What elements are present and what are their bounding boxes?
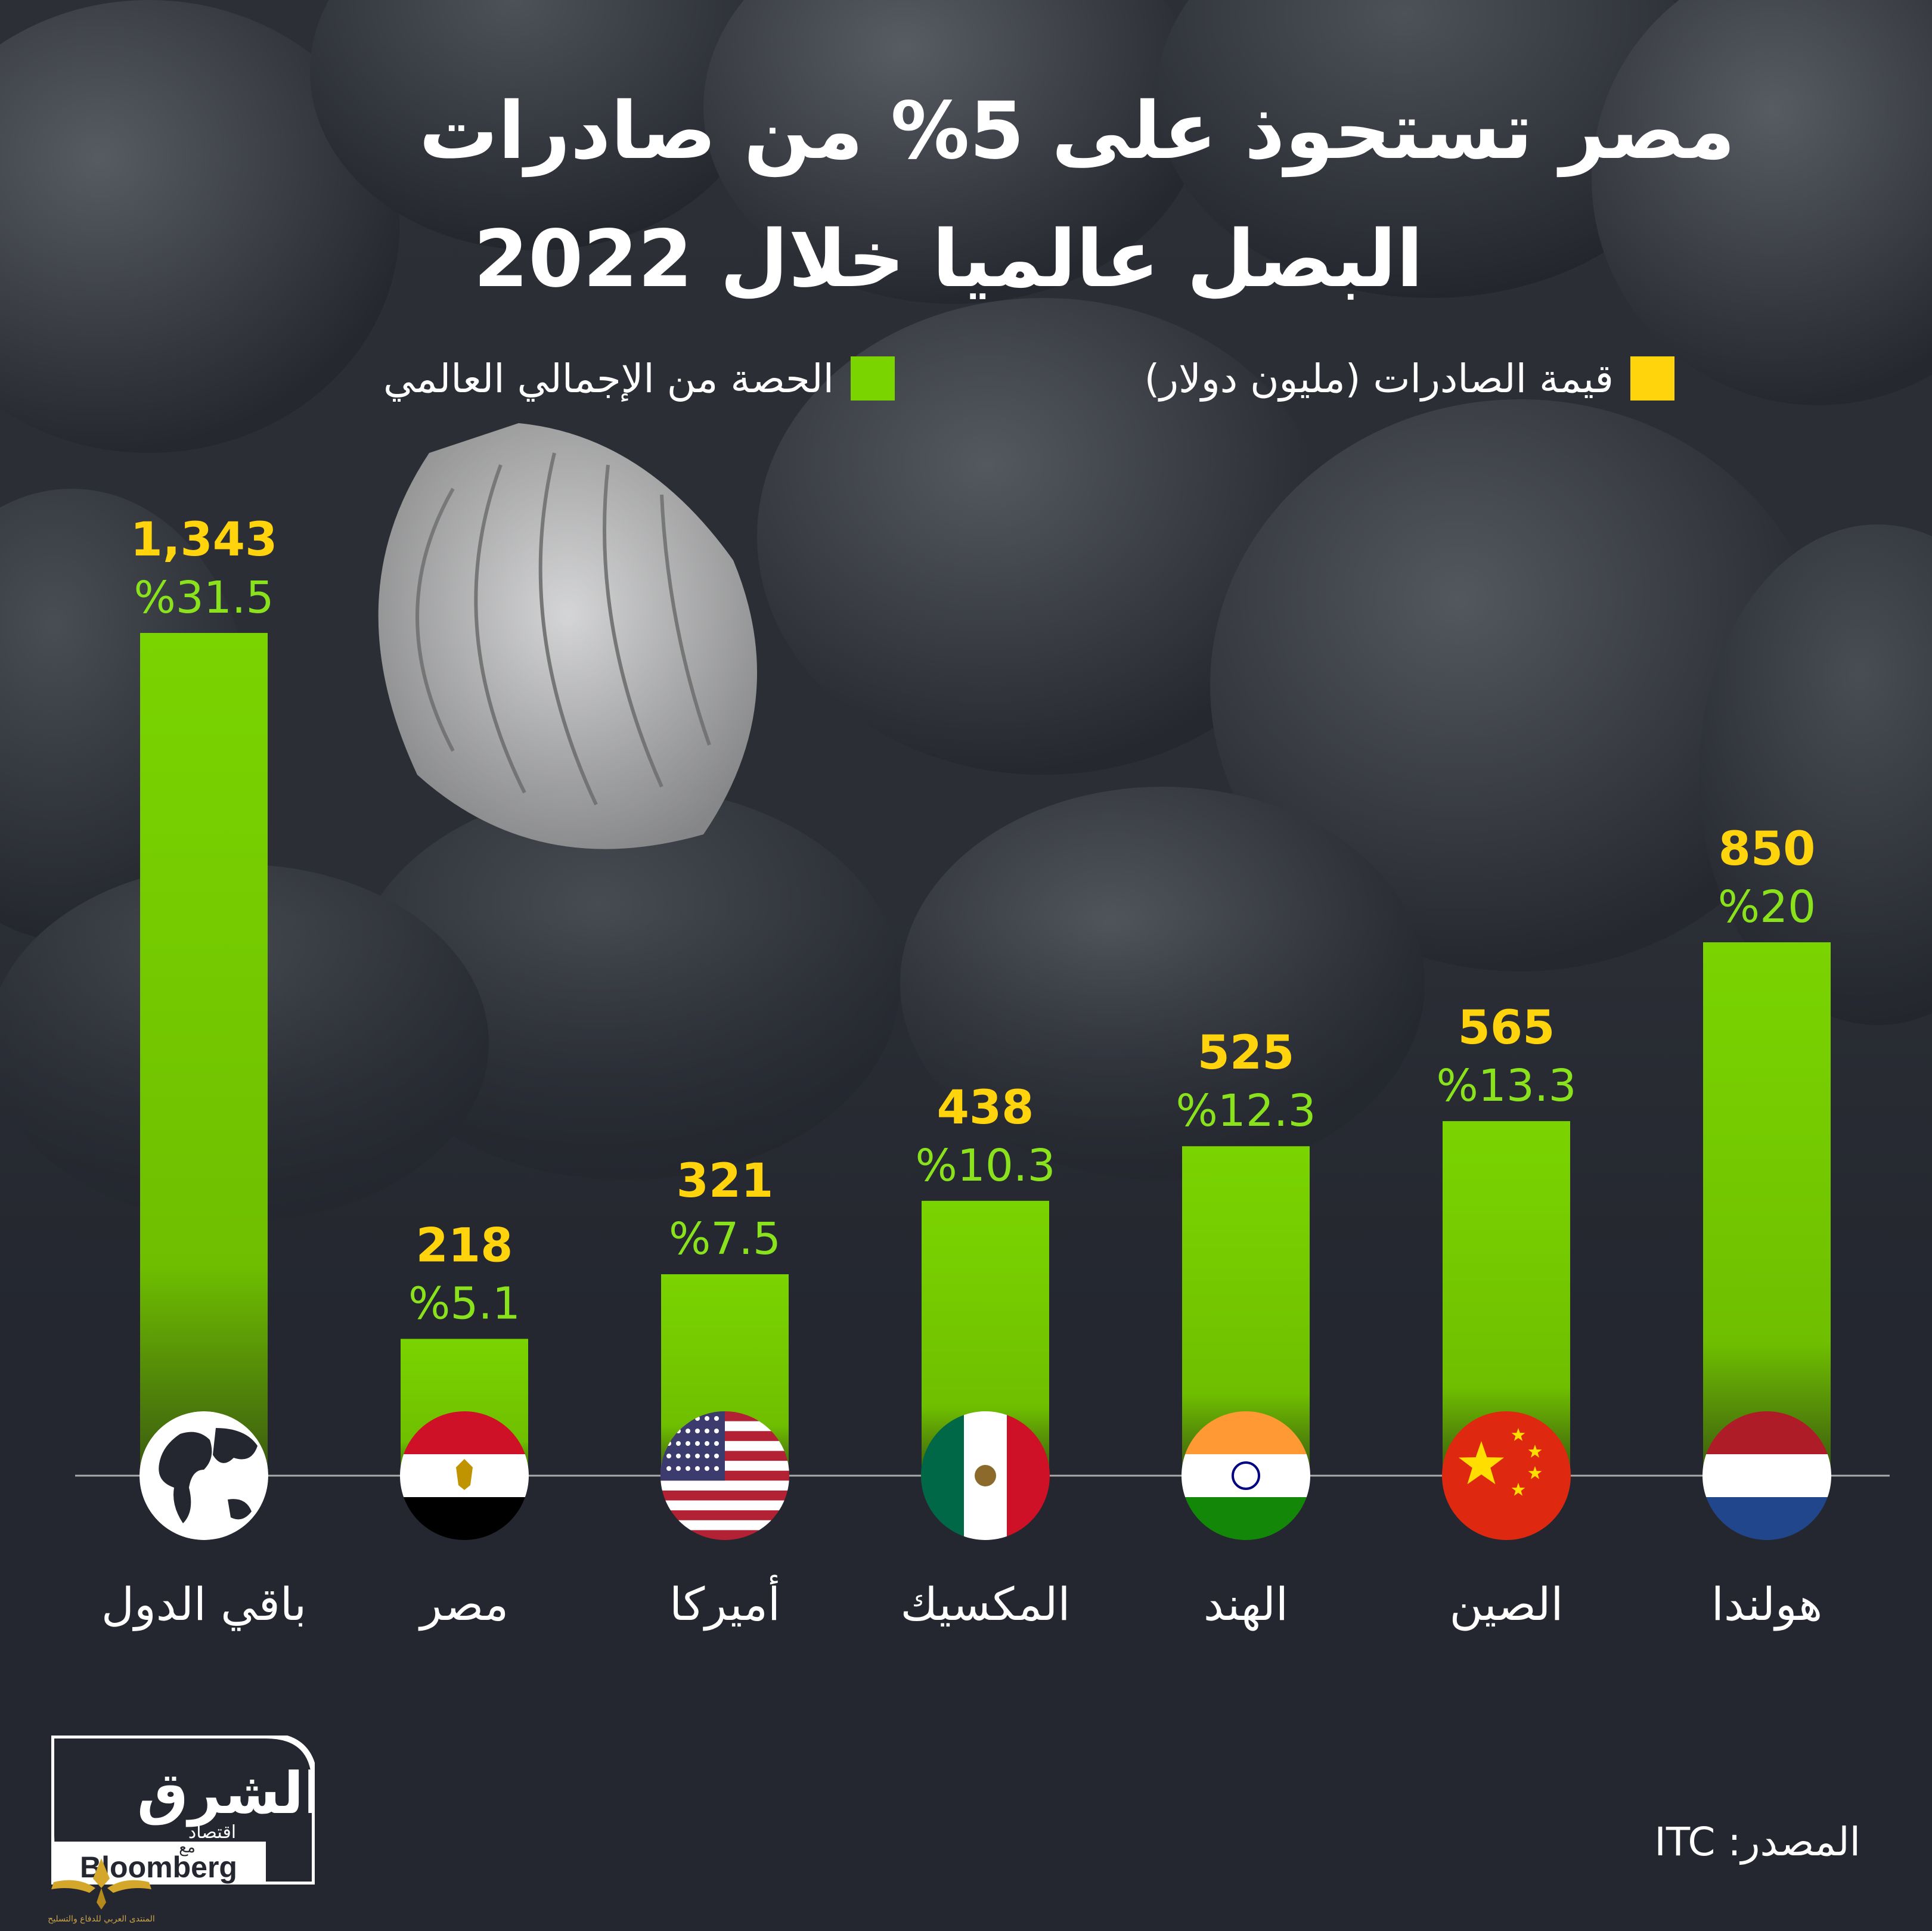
india-flag-icon — [1181, 1411, 1310, 1540]
legend-label-export-value: قيمة الصادرات (مليون دولار) — [1144, 355, 1614, 402]
bar-0 — [140, 633, 268, 1476]
share-label-5: %13.3 — [1436, 1060, 1576, 1112]
share-label-4: %12.3 — [1176, 1085, 1316, 1137]
globe-icon — [139, 1411, 268, 1540]
share-label-3: %10.3 — [915, 1140, 1055, 1191]
share-label-2: %7.5 — [669, 1213, 781, 1265]
legend-item-global-share: الحصة من الإجمالي العالمي — [383, 352, 895, 405]
bar-6 — [1703, 942, 1831, 1476]
legend-item-export-value: قيمة الصادرات (مليون دولار) — [1145, 352, 1674, 405]
category-label-6: هولندا — [1711, 1578, 1822, 1631]
asharq-bloomberg-logo: الشرق اقتصاد مع Bloomberg — [51, 1736, 315, 1885]
source-note: المصدر: ITC — [1654, 1819, 1860, 1865]
value-label-3: 438 — [937, 1081, 1034, 1135]
legend-swatch-yellow — [1630, 356, 1674, 401]
value-label-4: 525 — [1198, 1026, 1295, 1080]
logo-arabic-sub: اقتصاد — [188, 1822, 236, 1843]
egypt-flag-icon — [400, 1411, 529, 1540]
legend-label-global-share: الحصة من الإجمالي العالمي — [383, 355, 834, 402]
source-label: المصدر: — [1728, 1819, 1860, 1865]
category-label-5: الصين — [1450, 1578, 1564, 1631]
chart-title-line-1: مصر تستحوذ على 5% من صادرات — [418, 85, 1735, 177]
category-label-3: المكسيك — [901, 1578, 1071, 1631]
value-label-2: 321 — [677, 1154, 774, 1208]
logo-arabic-main: الشرق — [137, 1760, 315, 1827]
legend-swatch-green — [851, 356, 895, 401]
share-label-0: %31.5 — [134, 572, 274, 623]
value-label-1: 218 — [416, 1219, 513, 1272]
value-label-6: 850 — [1719, 822, 1816, 876]
value-label-5: 565 — [1458, 1001, 1555, 1055]
source-value: ITC — [1654, 1819, 1716, 1865]
logo-with: مع — [179, 1839, 196, 1857]
watermark-text: المنتدى العربي للدفاع والتسليح — [48, 1914, 155, 1924]
usa-flag-icon — [660, 1411, 789, 1540]
share-label-6: %20 — [1718, 881, 1816, 933]
category-label-2: أميركا — [669, 1575, 780, 1631]
value-label-0: 1,343 — [131, 513, 278, 567]
china-flag-icon — [1442, 1411, 1571, 1540]
netherlands-flag-icon — [1702, 1411, 1831, 1540]
category-label-4: الهند — [1204, 1578, 1288, 1631]
category-label-0: باقي الدول — [101, 1578, 306, 1631]
forum-watermark-emblem: المنتدى العربي للدفاع والتسليح — [48, 1858, 155, 1924]
chart-title-line-2: البصل عالميا خلال 2022 — [473, 213, 1424, 305]
category-label-1: مصر — [418, 1578, 509, 1631]
mexico-flag-icon — [921, 1411, 1050, 1540]
share-label-1: %5.1 — [408, 1278, 520, 1329]
onion-photo-background — [0, 0, 1932, 1311]
